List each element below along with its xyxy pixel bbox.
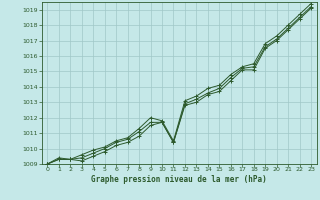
X-axis label: Graphe pression niveau de la mer (hPa): Graphe pression niveau de la mer (hPa) [91,175,267,184]
